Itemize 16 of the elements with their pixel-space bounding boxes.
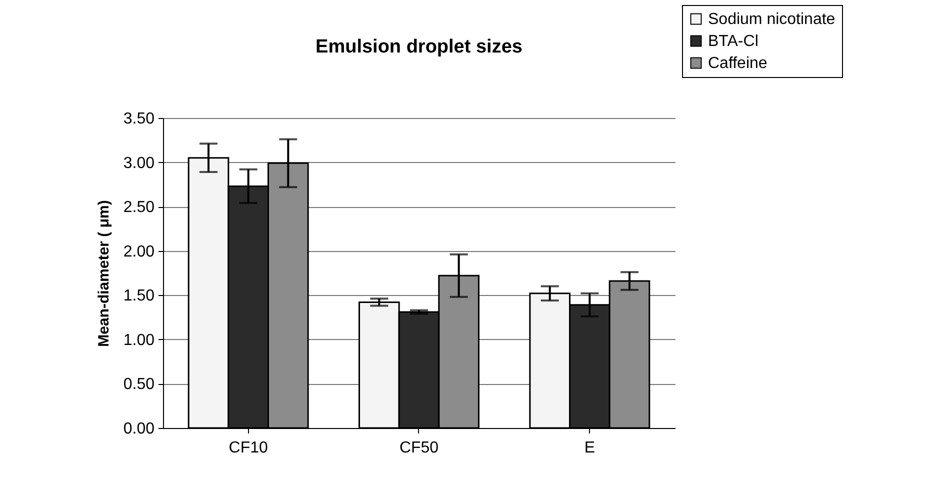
chart-title: Emulsion droplet sizes	[316, 36, 522, 58]
y-tick-label: 0.00	[123, 420, 155, 438]
y-tick-label: 1.50	[123, 288, 155, 305]
legend-label: BTA-Cl	[708, 33, 758, 50]
y-tick-label: 2.50	[123, 199, 155, 216]
legend-label: Caffeine	[708, 55, 768, 72]
y-tick-label: 2.00	[123, 243, 155, 260]
y-tick-label: 1.00	[123, 332, 155, 349]
legend-label: Sodium nicotinate	[708, 11, 836, 28]
x-tick-label: E	[584, 440, 596, 456]
y-tick-label: 3.50	[123, 110, 155, 128]
y-tick-label: 3.00	[123, 154, 155, 172]
x-tick-label: CF10	[228, 440, 268, 456]
y-axis-title: Mean-diameter ( μm)	[95, 200, 112, 347]
x-tick-label: CF50	[399, 440, 439, 456]
y-tick-label: 0.50	[123, 376, 155, 394]
